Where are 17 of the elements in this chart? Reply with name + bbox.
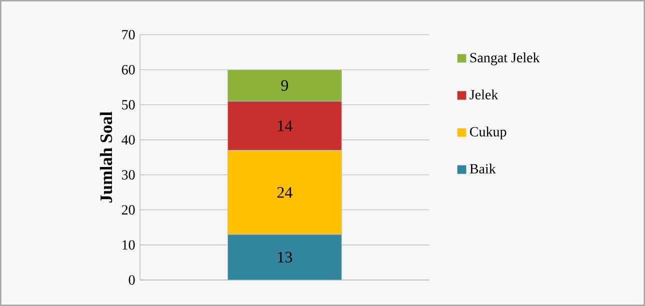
y-tick-label: 50 [122,100,135,110]
legend-label: Baik [470,164,496,174]
y-tick-label: 40 [122,135,135,145]
data-label: 13 [278,252,292,263]
y-tick-label: 0 [128,275,135,285]
y-tick-label: 10 [122,240,135,250]
legend-label: Jelek [470,90,498,100]
y-tick-label: 70 [122,30,135,40]
y-tick-label: 60 [122,64,135,74]
y-tick-label: 30 [122,170,135,180]
legend-label: Sangat Jelek [470,52,540,66]
y-axis-title: Jumlah Soal [100,112,112,203]
data-label: 14 [278,120,292,132]
data-label: 24 [277,187,292,198]
data-label: 9 [281,80,288,91]
legend-label: Cukup [470,126,506,140]
y-tick-label: 20 [122,205,135,215]
